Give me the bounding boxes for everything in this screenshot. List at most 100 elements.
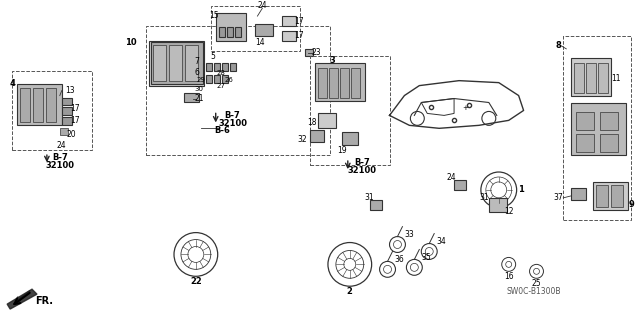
Text: 18: 18 (307, 118, 317, 127)
Text: 26: 26 (224, 77, 233, 83)
Polygon shape (7, 289, 37, 309)
Text: 28: 28 (216, 70, 225, 76)
Bar (572, 103, 626, 155)
Text: 29: 29 (196, 77, 205, 83)
Bar (227, 27, 232, 37)
Bar (370, 200, 381, 210)
Bar (153, 45, 166, 81)
Text: B-7: B-7 (354, 158, 369, 167)
Bar (219, 27, 225, 37)
Bar (310, 130, 324, 142)
Bar (611, 185, 623, 207)
Text: 5: 5 (211, 52, 215, 61)
Text: 27: 27 (216, 83, 225, 89)
Text: 23: 23 (311, 48, 321, 57)
Bar (315, 63, 365, 100)
Text: SW0C-B1300B: SW0C-B1300B (506, 287, 561, 296)
Bar (221, 75, 228, 83)
Bar (305, 49, 313, 56)
Text: 34: 34 (436, 237, 446, 246)
Bar (149, 41, 204, 85)
Bar (454, 180, 466, 190)
Text: 30: 30 (195, 85, 204, 92)
Bar (593, 182, 628, 210)
Bar (146, 26, 330, 155)
Text: 21: 21 (194, 94, 204, 103)
Text: 32100: 32100 (45, 160, 74, 170)
Text: 10: 10 (125, 38, 137, 48)
Text: 17: 17 (70, 116, 79, 125)
Text: +: + (462, 106, 468, 111)
Bar (342, 132, 358, 145)
Text: 11: 11 (611, 74, 621, 83)
Bar (214, 63, 220, 71)
Bar (598, 63, 608, 93)
Bar (600, 112, 618, 130)
Bar (216, 13, 246, 41)
Bar (340, 68, 349, 98)
Bar (572, 188, 586, 200)
Text: 24: 24 (446, 174, 456, 182)
Text: 32100: 32100 (348, 166, 376, 174)
Bar (46, 88, 56, 122)
Text: 36: 36 (395, 255, 404, 264)
Text: 6: 6 (195, 68, 199, 77)
Text: 12: 12 (504, 207, 513, 216)
Bar (282, 16, 296, 26)
Bar (600, 134, 618, 152)
Bar (206, 75, 212, 83)
Text: 33: 33 (404, 230, 414, 239)
Text: B-7: B-7 (52, 152, 68, 162)
Text: 1: 1 (518, 185, 524, 194)
Bar (351, 68, 360, 98)
Bar (230, 63, 236, 71)
Bar (596, 185, 608, 207)
Text: 2: 2 (347, 287, 353, 296)
Text: B-6: B-6 (215, 126, 230, 135)
Bar (221, 63, 228, 71)
Bar (211, 6, 300, 51)
Text: FR.: FR. (35, 296, 53, 306)
Bar (33, 88, 43, 122)
Text: 9: 9 (629, 200, 635, 209)
Text: 37: 37 (554, 193, 563, 202)
Text: 24: 24 (57, 141, 67, 150)
Bar (60, 128, 68, 135)
Text: 20: 20 (67, 130, 77, 139)
Bar (185, 45, 198, 81)
Bar (17, 84, 62, 125)
Text: 17: 17 (70, 104, 79, 113)
Bar (235, 27, 241, 37)
Bar (62, 117, 72, 125)
Bar (62, 108, 72, 115)
Text: 32: 32 (298, 135, 307, 144)
Text: 32100: 32100 (218, 119, 247, 128)
Bar (318, 114, 336, 128)
Bar (329, 68, 338, 98)
Bar (62, 98, 72, 106)
Text: 25: 25 (532, 279, 541, 288)
Text: 4: 4 (9, 79, 15, 88)
Bar (576, 112, 594, 130)
Bar (20, 88, 30, 122)
Text: 17: 17 (294, 32, 304, 41)
Text: 17: 17 (294, 17, 304, 26)
Text: 19: 19 (337, 146, 347, 155)
Text: 31: 31 (365, 193, 374, 202)
Bar (563, 36, 631, 220)
Bar (214, 75, 220, 83)
Text: 35: 35 (421, 253, 431, 262)
Bar (489, 198, 507, 212)
Bar (574, 63, 584, 93)
Bar (282, 31, 296, 41)
Text: 8: 8 (556, 41, 561, 50)
Bar (572, 58, 611, 96)
Bar (318, 68, 327, 98)
Text: 24: 24 (257, 1, 268, 10)
Bar (586, 63, 596, 93)
Text: 31: 31 (479, 193, 489, 202)
Bar (206, 63, 212, 71)
Text: 15: 15 (209, 11, 218, 19)
Bar (255, 24, 273, 36)
Bar (310, 56, 390, 165)
